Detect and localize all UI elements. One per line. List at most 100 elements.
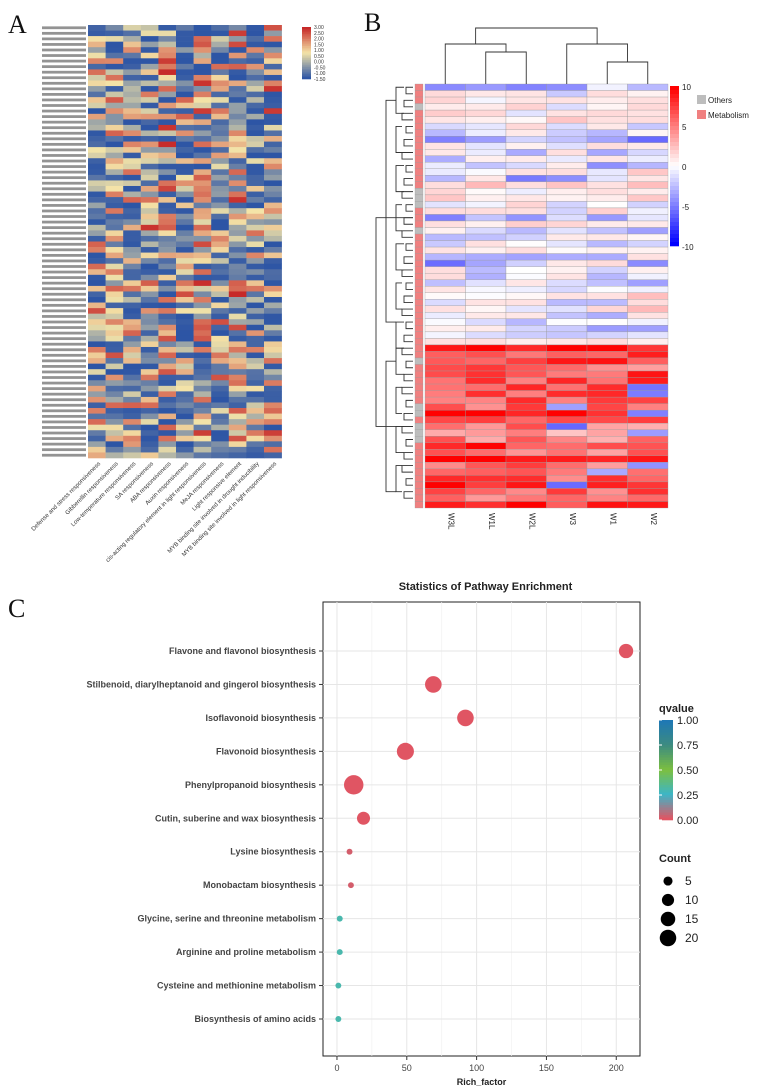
heatmap-a-cell — [246, 380, 265, 387]
heatmap-a-cell — [246, 69, 265, 76]
heatmap-a-row-label — [42, 259, 86, 263]
heatmap-a-cell — [140, 213, 159, 220]
panel-label-a: A — [8, 10, 27, 39]
heatmap-a-cell — [105, 86, 124, 92]
heatmap-a-cell — [228, 41, 247, 48]
heatmap-b-scale-segment — [670, 162, 679, 167]
heatmap-a-row-label — [42, 270, 86, 274]
qvalue-legend-segment — [659, 807, 673, 811]
heatmap-a-cell — [176, 230, 194, 237]
heatmap-a-cell — [158, 346, 177, 353]
heatmap-b-legend-swatch — [697, 95, 706, 104]
y-tick-label: Monobactam biosynthesis — [203, 880, 316, 890]
heatmap-b-scale-segment — [670, 190, 679, 195]
heatmap-a-cell — [123, 374, 142, 381]
heatmap-a-cell — [228, 369, 247, 376]
heatmap-a-cell — [88, 58, 106, 65]
heatmap-a-cell — [211, 224, 230, 231]
heatmap-a-cell — [228, 102, 247, 109]
heatmap-a-cell — [105, 91, 124, 98]
heatmap-a-cell — [140, 446, 159, 453]
heatmap-a-cell — [105, 324, 124, 331]
heatmap-a-cell — [140, 169, 159, 176]
heatmap-a-cell — [264, 269, 282, 276]
heatmap-a-cell — [211, 63, 230, 70]
heatmap-b-scale-segment — [670, 186, 679, 191]
heatmap-a-cell — [88, 419, 106, 425]
heatmap-a-cell — [176, 86, 194, 92]
heatmap-a-cell — [176, 30, 194, 37]
heatmap-a-cell — [140, 241, 159, 248]
heatmap-a-scale-tick: 2.00 — [314, 37, 324, 43]
heatmap-a-cell — [246, 52, 265, 59]
heatmap-a-cell — [246, 441, 265, 448]
heatmap-a-cell — [158, 252, 177, 259]
heatmap-a-cell — [176, 69, 194, 76]
heatmap-a-cell — [193, 130, 212, 137]
heatmap-a-cell — [211, 385, 230, 392]
heatmap-a-cell — [105, 147, 124, 153]
heatmap-a-cell — [140, 152, 159, 159]
heatmap-a-cell — [193, 391, 212, 398]
heatmap-b-dendrogram-branch — [403, 491, 413, 499]
heatmap-a-cell — [246, 391, 265, 398]
heatmap-a-cell — [246, 30, 265, 37]
heatmap-a-cell — [140, 52, 159, 59]
heatmap-a-cell — [246, 452, 265, 459]
heatmap-a-cell — [105, 47, 124, 54]
qvalue-legend-segment — [659, 775, 673, 778]
heatmap-a-cell — [88, 202, 106, 209]
data-point — [425, 676, 442, 693]
heatmap-a-cell — [123, 147, 142, 153]
heatmap-a-cell — [193, 452, 212, 459]
heatmap-b-scale-tick: 5 — [682, 123, 687, 132]
heatmap-a-cell — [140, 280, 159, 287]
heatmap-a-cell — [211, 297, 230, 303]
heatmap-a-cell — [123, 86, 142, 92]
heatmap-b-dendrogram-branch — [403, 99, 413, 108]
heatmap-a-cell — [228, 419, 247, 425]
heatmap-a-cell — [211, 391, 230, 398]
heatmap-a-cell — [228, 30, 247, 37]
heatmap-a-row-label — [42, 70, 86, 74]
heatmap-a-scale-segment — [302, 73, 311, 76]
heatmap-a-cell — [140, 41, 159, 48]
data-point — [335, 1016, 342, 1022]
heatmap-a-scale-tick: 0.00 — [314, 60, 324, 66]
heatmap-a-cell — [193, 124, 212, 131]
heatmap-b-dendrogram-branch — [475, 27, 598, 44]
heatmap-a-row-label — [42, 142, 86, 146]
heatmap-a-cell — [211, 119, 230, 126]
heatmap-a-cell — [246, 302, 265, 309]
heatmap-a-cell — [246, 113, 265, 120]
heatmap-a-cell — [158, 41, 177, 48]
heatmap-a-cell — [158, 63, 177, 70]
heatmap-a-row-label — [42, 376, 86, 379]
heatmap-a-cell — [88, 197, 106, 203]
count-legend-label: 5 — [685, 874, 692, 888]
heatmap-a-cell — [123, 235, 142, 242]
qvalue-legend-segment — [659, 777, 673, 781]
heatmap-a-cell — [228, 224, 247, 231]
heatmap-a-cell — [264, 230, 282, 237]
heatmap-a-cell — [228, 208, 247, 215]
heatmap-a-cell — [228, 213, 247, 220]
heatmap-b-scale-segment — [670, 210, 679, 215]
heatmap-b-dendrogram-branch — [395, 386, 402, 414]
heatmap-a-cell — [228, 219, 247, 226]
heatmap-a-cell — [264, 169, 282, 176]
heatmap-a-cell — [193, 224, 212, 231]
heatmap-a-row-label — [42, 448, 86, 452]
qvalue-legend-segment — [659, 812, 673, 816]
heatmap-a-cell — [246, 341, 265, 348]
heatmap-a-cell — [264, 330, 282, 337]
heatmap-a-cell — [211, 52, 230, 59]
heatmap-a-cell — [158, 280, 177, 287]
heatmap-a-cell — [246, 63, 265, 70]
heatmap-a-cell — [264, 108, 282, 115]
heatmap-a-cell — [88, 136, 106, 142]
heatmap-a-row-label — [42, 276, 86, 279]
heatmap-a-cell — [176, 74, 194, 81]
heatmap-a-cell — [264, 185, 282, 192]
heatmap-a-cell — [140, 36, 159, 42]
